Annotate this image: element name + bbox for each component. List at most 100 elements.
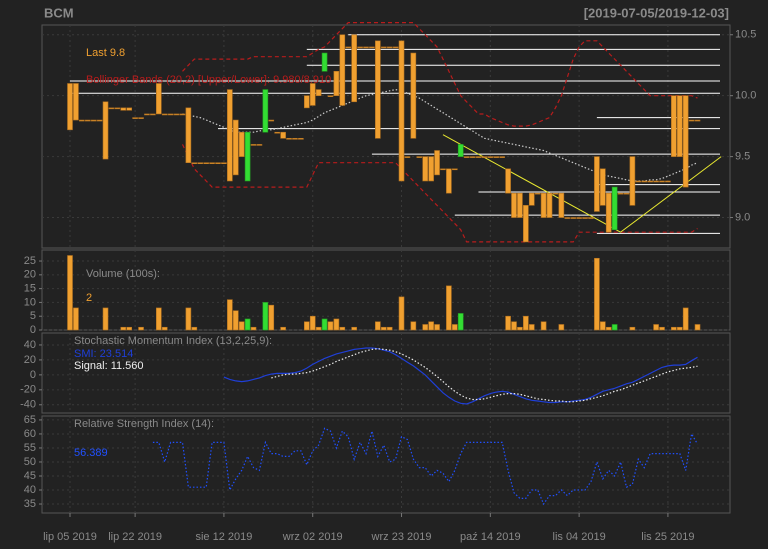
candle	[487, 156, 494, 158]
candle	[327, 95, 334, 97]
candle	[357, 46, 363, 49]
volume-bar	[380, 326, 387, 331]
volume-bar	[694, 324, 701, 331]
candle	[79, 119, 85, 122]
candle	[102, 101, 109, 160]
candle	[351, 34, 357, 103]
candle	[256, 144, 263, 146]
candle	[446, 168, 452, 194]
candle	[339, 34, 346, 106]
candle	[161, 113, 168, 116]
candle	[375, 40, 381, 139]
candle	[238, 131, 245, 157]
candle	[564, 217, 571, 219]
candle	[167, 113, 174, 116]
candle	[156, 83, 162, 115]
indicator-line	[223, 347, 698, 405]
candle	[108, 107, 115, 110]
y-tick-label: 40	[24, 339, 36, 351]
candle	[262, 89, 269, 133]
candle	[552, 192, 559, 195]
volume-bar	[386, 326, 393, 331]
panel-title: Stochastic Momentum Index (13,2,25,9):	[74, 335, 272, 347]
y-tick-label: 50	[24, 456, 36, 468]
candle	[588, 217, 594, 219]
volume-bar	[138, 326, 144, 331]
y-tick-label: 60	[24, 428, 36, 440]
volume-bar	[120, 326, 127, 331]
volume-bar	[629, 326, 636, 331]
candle	[126, 107, 132, 111]
candle	[611, 186, 618, 231]
candle	[67, 83, 73, 131]
candle	[605, 192, 612, 233]
volume-bar	[321, 318, 328, 331]
candle	[617, 192, 624, 195]
volume-bar	[232, 310, 239, 331]
x-tick-label: lip 05 2019	[43, 531, 97, 543]
volume-bar	[528, 324, 535, 331]
candle	[594, 156, 600, 212]
candle	[386, 46, 393, 49]
bbands-label: Bollinger Bands (20,2) [Upper/Lower]: 9.…	[86, 74, 331, 86]
volume-bar	[605, 326, 612, 331]
volume-bar	[315, 326, 322, 331]
volume-bar	[191, 326, 198, 331]
candle	[73, 83, 79, 121]
candle	[528, 192, 535, 206]
volume-bar	[126, 326, 132, 331]
candle	[363, 46, 369, 49]
y-tick-label: 15	[24, 283, 36, 295]
candle	[144, 113, 150, 116]
candle	[576, 217, 582, 219]
y-tick-label: -40	[20, 399, 36, 411]
panel-title: Relative Strength Index (14):	[74, 418, 214, 430]
y-tick-label: 0	[30, 324, 36, 336]
volume-bar	[457, 313, 464, 331]
plot-layer: 9.09.510.010.50510152025-40-200204035404…	[20, 22, 756, 543]
candle	[90, 119, 97, 122]
volume-bar	[333, 318, 340, 331]
candle	[676, 95, 683, 157]
candle	[232, 119, 239, 176]
candle	[422, 156, 429, 182]
x-tick-label: lis 04 2019	[553, 531, 606, 543]
candle	[138, 117, 144, 119]
volume-bar	[682, 307, 689, 331]
volume-bar	[161, 326, 168, 331]
candle	[280, 131, 286, 139]
volume-bar	[268, 304, 275, 331]
candle	[440, 168, 446, 171]
candle	[647, 180, 653, 183]
x-tick-label: wrz 02 2019	[282, 531, 343, 543]
candle	[309, 83, 316, 106]
volume-bar	[523, 315, 529, 331]
candle	[398, 40, 405, 182]
trend-line	[442, 134, 621, 233]
candle	[434, 150, 440, 176]
volume-bar	[540, 321, 547, 331]
candle	[457, 144, 464, 157]
x-tick-label: wrz 23 2019	[371, 531, 432, 543]
volume-bar	[227, 299, 233, 331]
volume-bar	[73, 307, 79, 331]
candle	[517, 192, 523, 218]
candle	[84, 119, 91, 122]
y-tick-label: -20	[20, 384, 36, 396]
candle	[511, 192, 517, 218]
indicator-line	[271, 348, 698, 403]
candle	[682, 95, 689, 188]
chart-subtitle: [2019-07-05/2019-12-03]	[584, 5, 729, 20]
volume-bar	[659, 326, 665, 331]
candle	[499, 156, 505, 158]
volume-bar	[156, 307, 162, 331]
candle	[546, 192, 553, 218]
candle	[250, 144, 257, 146]
candle	[428, 156, 434, 182]
volume-title: Volume (100s):	[86, 268, 160, 280]
candle	[481, 156, 488, 158]
y-tick-label: 0	[30, 369, 36, 381]
x-tick-label: lis 25 2019	[641, 531, 694, 543]
volume-bar	[398, 296, 405, 331]
volume-bar	[611, 324, 618, 331]
